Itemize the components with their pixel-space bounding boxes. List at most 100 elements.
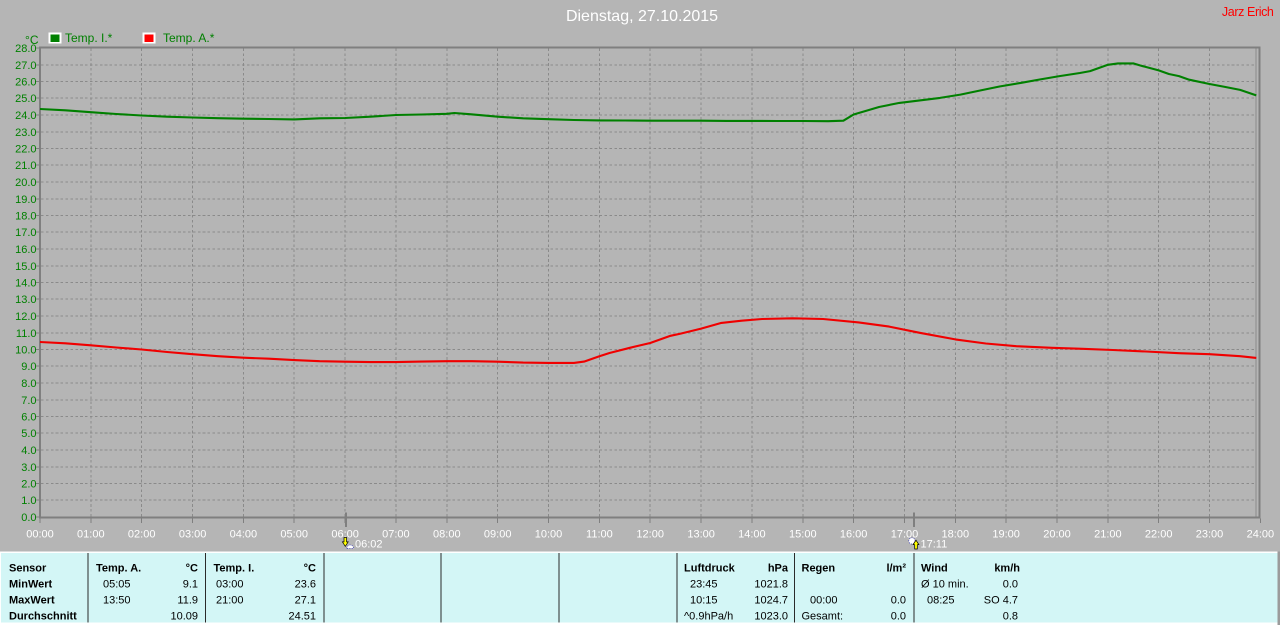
svg-text:10:00: 10:00 xyxy=(535,528,563,540)
svg-text:22.0: 22.0 xyxy=(15,144,36,156)
svg-text:10:15: 10:15 xyxy=(690,595,718,607)
svg-text:23.0: 23.0 xyxy=(15,127,36,139)
svg-text:Gesamt:: Gesamt: xyxy=(802,611,844,623)
svg-text:06:00: 06:00 xyxy=(331,528,359,540)
svg-text:21:00: 21:00 xyxy=(1094,528,1122,540)
svg-text:24.0: 24.0 xyxy=(15,110,36,122)
svg-text:05:05: 05:05 xyxy=(103,579,131,591)
svg-text:25.0: 25.0 xyxy=(15,93,36,105)
svg-text:03:00: 03:00 xyxy=(179,528,207,540)
svg-text:°C: °C xyxy=(304,563,316,575)
svg-text:4.0: 4.0 xyxy=(21,445,36,457)
svg-text:17.0: 17.0 xyxy=(15,227,36,239)
svg-text:23:00: 23:00 xyxy=(1196,528,1224,540)
svg-text:15:00: 15:00 xyxy=(789,528,817,540)
svg-text:24:00: 24:00 xyxy=(1247,528,1275,540)
svg-text:0.0: 0.0 xyxy=(891,595,906,607)
svg-text:09:00: 09:00 xyxy=(484,528,512,540)
svg-text:Temp. A.*: Temp. A.* xyxy=(163,31,215,45)
svg-text:21:00: 21:00 xyxy=(216,595,244,607)
svg-text:Ø 10 min.: Ø 10 min. xyxy=(921,579,969,591)
svg-text:18:00: 18:00 xyxy=(942,528,970,540)
svg-text:12.0: 12.0 xyxy=(15,311,36,323)
svg-text:1021.8: 1021.8 xyxy=(754,579,788,591)
svg-text:1.0: 1.0 xyxy=(21,495,36,507)
svg-text:28.0: 28.0 xyxy=(15,43,36,55)
svg-text:km/h: km/h xyxy=(994,563,1020,575)
svg-text:^0.9hPa/h: ^0.9hPa/h xyxy=(684,611,733,623)
svg-text:00:00: 00:00 xyxy=(810,595,838,607)
svg-text:0.8: 0.8 xyxy=(1003,611,1018,623)
svg-text:27.0: 27.0 xyxy=(15,60,36,72)
svg-text:10.09: 10.09 xyxy=(170,611,198,623)
svg-text:MaxWert: MaxWert xyxy=(9,595,55,607)
svg-text:11:00: 11:00 xyxy=(586,528,613,540)
svg-text:22:00: 22:00 xyxy=(1145,528,1173,540)
svg-text:02:00: 02:00 xyxy=(128,528,156,540)
svg-text:06:02: 06:02 xyxy=(355,538,383,550)
svg-text:3.0: 3.0 xyxy=(21,462,36,474)
svg-text:26.0: 26.0 xyxy=(15,77,36,89)
svg-text:20.0: 20.0 xyxy=(15,177,36,189)
svg-text:04:00: 04:00 xyxy=(230,528,258,540)
svg-text:01:00: 01:00 xyxy=(77,528,105,540)
svg-text:Temp. I.*: Temp. I.* xyxy=(65,31,113,45)
svg-text:18.0: 18.0 xyxy=(15,211,36,223)
svg-text:Temp. A.: Temp. A. xyxy=(96,563,141,575)
svg-text:1024.7: 1024.7 xyxy=(754,595,788,607)
svg-text:11.9: 11.9 xyxy=(177,595,198,607)
svg-text:8.0: 8.0 xyxy=(21,378,36,390)
svg-text:Sensor: Sensor xyxy=(9,563,47,575)
svg-text:07:00: 07:00 xyxy=(382,528,410,540)
svg-text:Wind: Wind xyxy=(921,563,948,575)
svg-text:Dienstag, 27.10.2015: Dienstag, 27.10.2015 xyxy=(566,8,718,25)
svg-text:1023.0: 1023.0 xyxy=(754,611,788,623)
svg-text:24.51: 24.51 xyxy=(288,611,316,623)
svg-text:27.1: 27.1 xyxy=(295,595,316,607)
svg-text:13:50: 13:50 xyxy=(103,595,131,607)
svg-text:SO 4.7: SO 4.7 xyxy=(984,595,1018,607)
svg-text:23:45: 23:45 xyxy=(690,579,718,591)
svg-text:16.0: 16.0 xyxy=(15,244,36,256)
svg-text:5.0: 5.0 xyxy=(21,428,36,440)
svg-text:7.0: 7.0 xyxy=(21,395,36,407)
svg-text:14.0: 14.0 xyxy=(15,278,36,290)
svg-text:14:00: 14:00 xyxy=(738,528,766,540)
svg-text:13.0: 13.0 xyxy=(15,294,36,306)
svg-text:hPa: hPa xyxy=(768,563,789,575)
svg-text:9.1: 9.1 xyxy=(183,579,198,591)
svg-text:08:25: 08:25 xyxy=(927,595,955,607)
svg-text:19.0: 19.0 xyxy=(15,194,36,206)
svg-text:03:00: 03:00 xyxy=(216,579,244,591)
svg-text:9.0: 9.0 xyxy=(21,361,36,373)
svg-text:12:00: 12:00 xyxy=(636,528,664,540)
svg-text:21.0: 21.0 xyxy=(15,160,36,172)
svg-text:19:00: 19:00 xyxy=(992,528,1020,540)
svg-text:l/m²: l/m² xyxy=(886,563,906,575)
svg-text:°C: °C xyxy=(186,563,198,575)
svg-text:11.0: 11.0 xyxy=(16,328,37,340)
svg-text:Regen: Regen xyxy=(802,563,836,575)
svg-text:13:00: 13:00 xyxy=(687,528,715,540)
svg-text:6.0: 6.0 xyxy=(21,412,36,424)
svg-text:00:00: 00:00 xyxy=(26,528,54,540)
svg-text:0.0: 0.0 xyxy=(891,611,906,623)
svg-text:0.0: 0.0 xyxy=(1003,579,1018,591)
svg-text:Luftdruck: Luftdruck xyxy=(684,563,736,575)
svg-text:MinWert: MinWert xyxy=(9,579,53,591)
svg-text:17:11: 17:11 xyxy=(921,538,948,550)
svg-text:16:00: 16:00 xyxy=(840,528,868,540)
svg-text:05:00: 05:00 xyxy=(280,528,308,540)
svg-text:17:00: 17:00 xyxy=(891,528,919,540)
svg-text:0.0: 0.0 xyxy=(21,512,36,524)
svg-text:20:00: 20:00 xyxy=(1043,528,1071,540)
svg-text:Durchschnitt: Durchschnitt xyxy=(9,611,77,623)
svg-text:15.0: 15.0 xyxy=(15,261,36,273)
svg-text:10.0: 10.0 xyxy=(15,345,36,357)
svg-text:Jarz Erich: Jarz Erich xyxy=(1222,5,1274,19)
svg-text:2.0: 2.0 xyxy=(21,479,36,491)
svg-text:Temp. I.: Temp. I. xyxy=(214,563,255,575)
svg-text:23.6: 23.6 xyxy=(295,579,316,591)
svg-text:°C: °C xyxy=(25,33,39,47)
svg-text:08:00: 08:00 xyxy=(433,528,461,540)
